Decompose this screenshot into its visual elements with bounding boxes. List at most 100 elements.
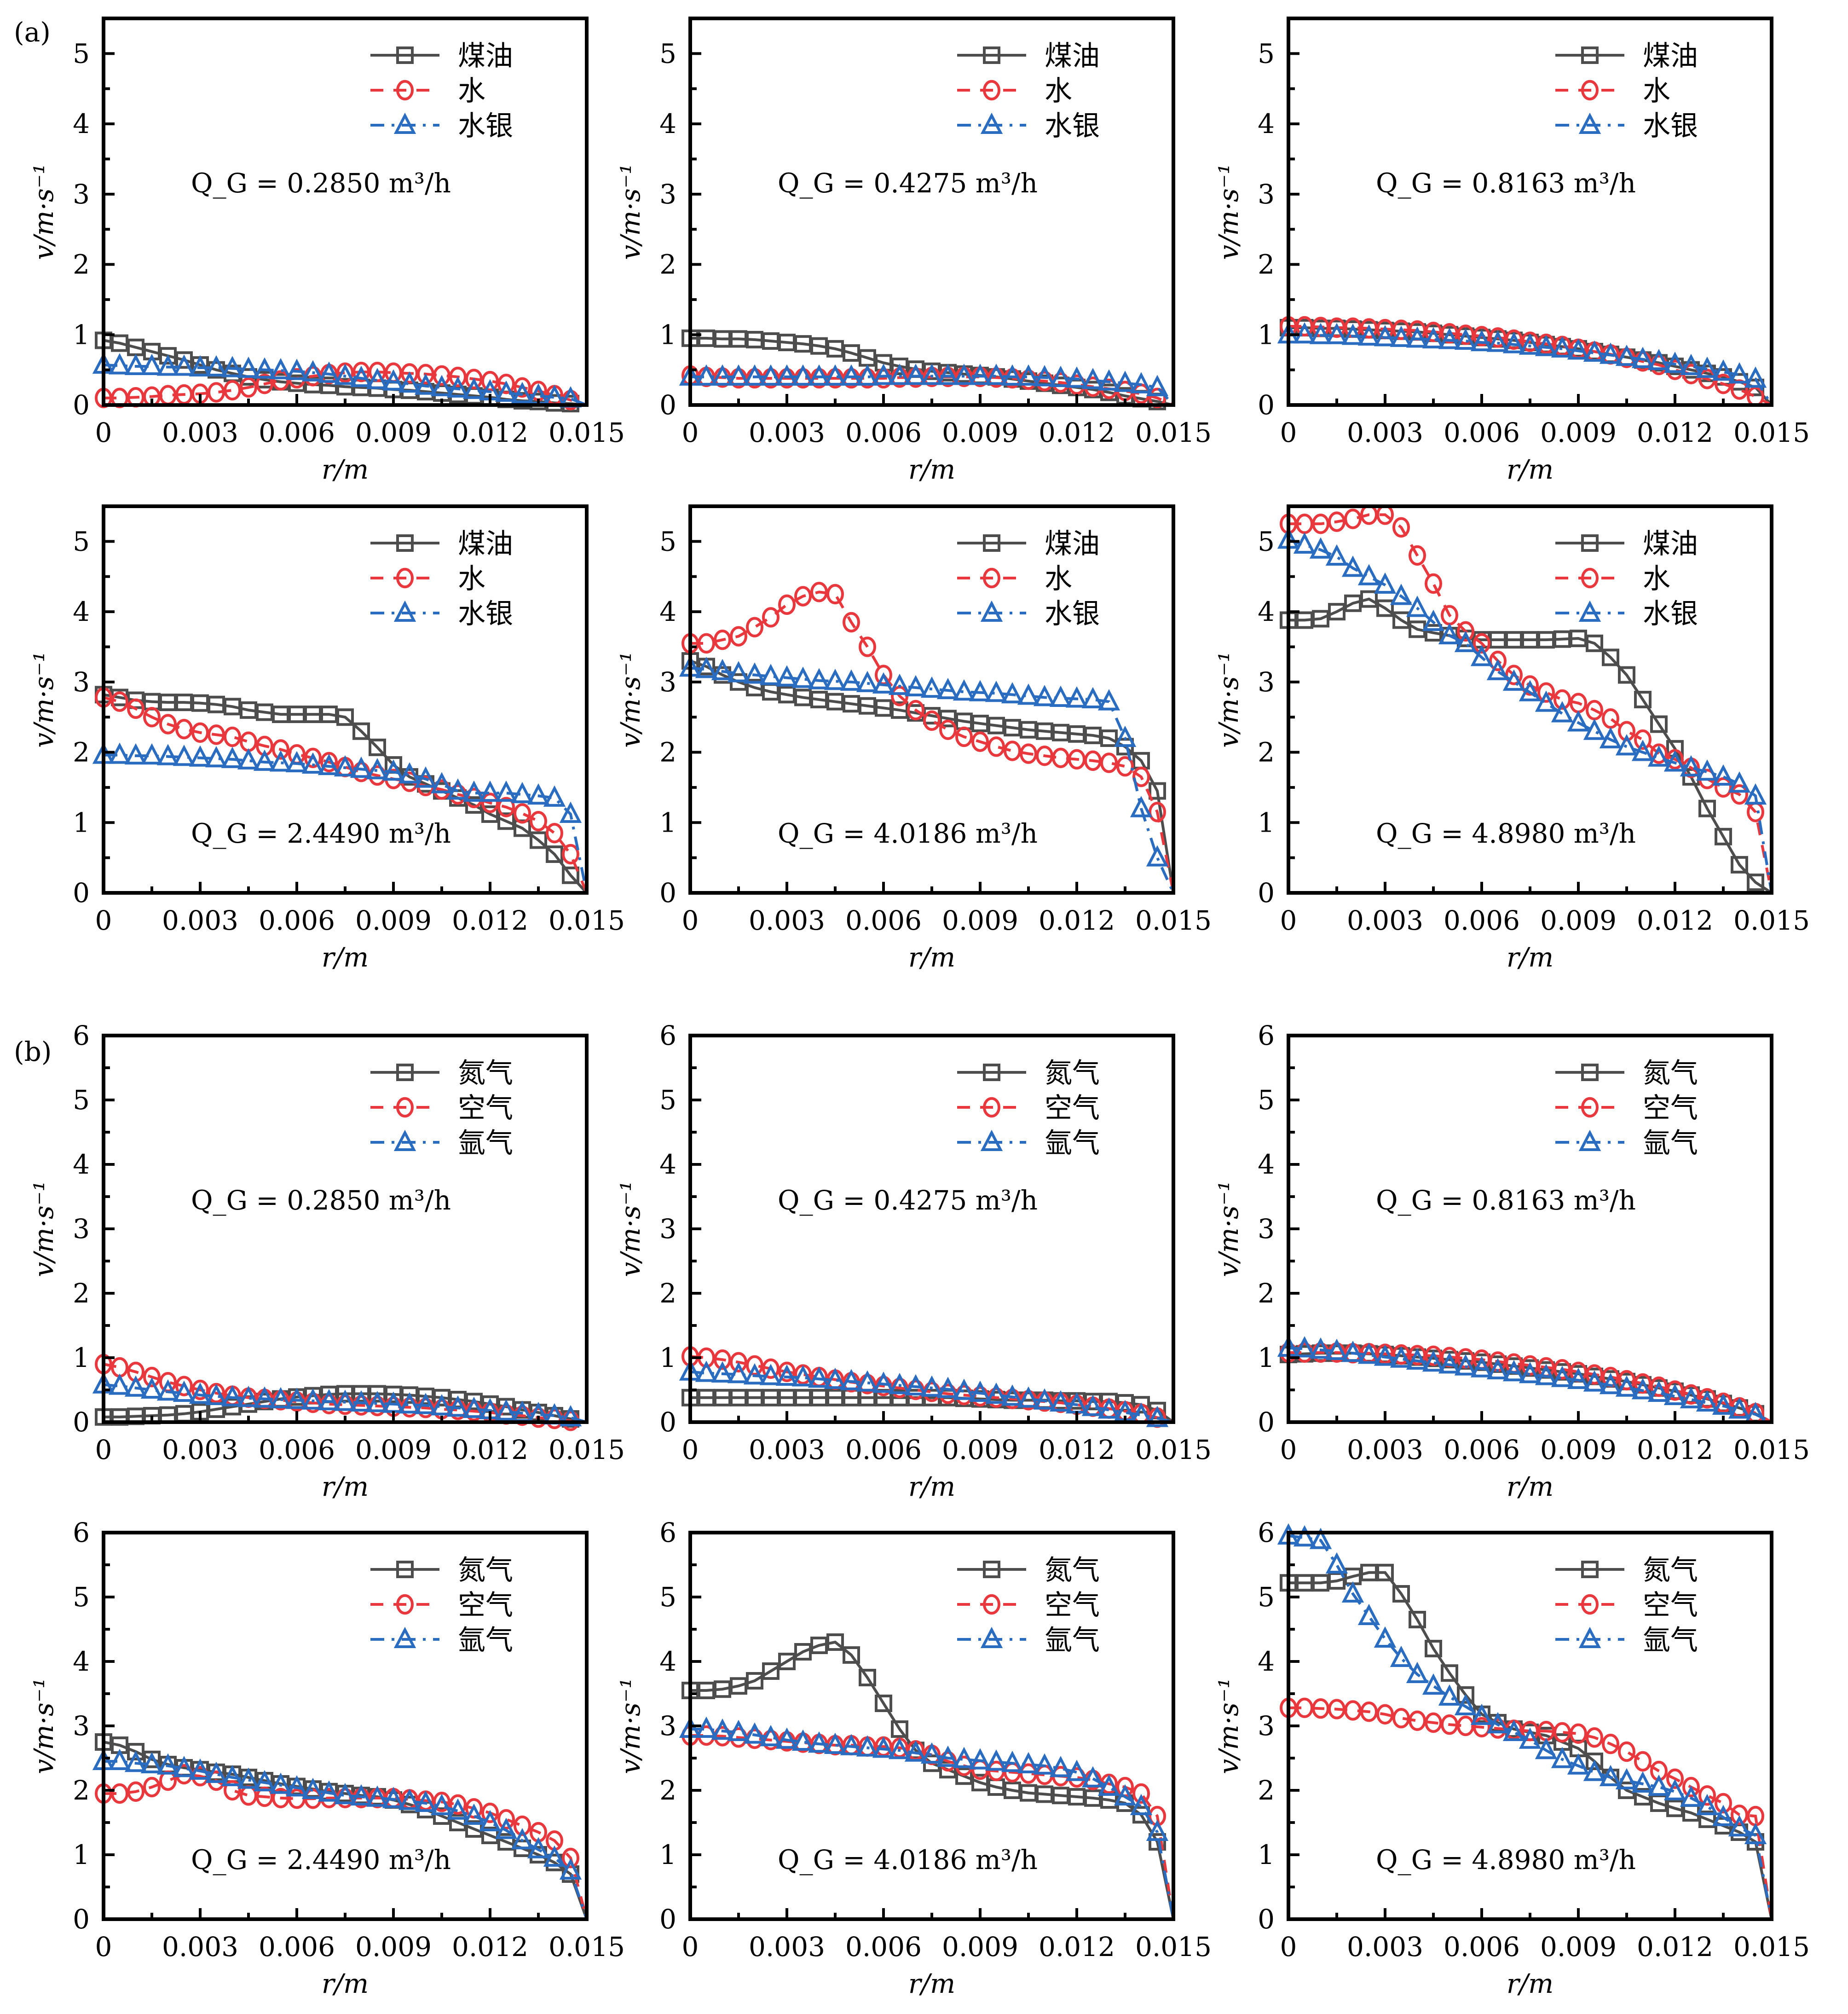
series-line [103, 1383, 587, 1424]
data-point [156, 1753, 179, 1775]
data-point [1502, 1360, 1525, 1382]
legend-marker [396, 46, 414, 64]
data-point [543, 1845, 566, 1867]
data-point [301, 1777, 324, 1799]
legend-label: 水 [1643, 563, 1670, 595]
data-point [1033, 1388, 1056, 1410]
data-point [730, 1352, 747, 1373]
data-point [1081, 1395, 1104, 1416]
data-point [352, 722, 370, 740]
data-point [1001, 1750, 1024, 1772]
data-point [1409, 545, 1426, 566]
data-point [1747, 386, 1764, 407]
data-point [527, 1837, 550, 1858]
data-point [775, 665, 798, 687]
x-tick-label: 0.009 [1540, 905, 1617, 936]
data-point [1374, 325, 1397, 347]
plot-frame [102, 17, 589, 407]
data-point [1602, 708, 1619, 729]
data-point [778, 1653, 796, 1670]
y-tick-label: 3 [73, 1710, 90, 1742]
data-point [272, 739, 289, 760]
x-tick-label: 0.006 [845, 1931, 922, 1962]
data-point [856, 1735, 879, 1757]
data-point [1650, 1376, 1668, 1397]
data-point [205, 746, 228, 768]
x-tick-label: 0.003 [749, 1434, 825, 1465]
data-point [936, 364, 959, 385]
x-axis-label: r/m [1507, 942, 1553, 973]
data-point [175, 718, 193, 740]
data-point [240, 1785, 257, 1806]
y-tick-label: 3 [73, 1213, 90, 1244]
x-tick-label: 0.012 [1637, 905, 1713, 936]
data-point [430, 1794, 453, 1815]
y-tick-label: 3 [659, 179, 676, 210]
data-point [462, 780, 485, 802]
data-point [208, 382, 225, 403]
data-point [495, 1817, 518, 1839]
data-point [971, 731, 989, 752]
data-point [1344, 1700, 1362, 1721]
data-point [1422, 1350, 1445, 1372]
chart-panel: 0 0.003 0.006 0.009 0.012 0.015 0 1 2 3 4 5 6 r/m v/m·… [615, 1517, 1212, 1999]
data-point [369, 738, 386, 756]
data-point [366, 758, 389, 780]
data-point [497, 373, 515, 394]
x-axis-label: r/m [322, 1471, 369, 1502]
data-point [430, 772, 453, 793]
data-point [872, 1736, 895, 1758]
data-point [1325, 1338, 1348, 1360]
data-point [465, 796, 483, 814]
data-point [1731, 1805, 1748, 1825]
data-point [350, 1390, 373, 1412]
data-point [256, 1786, 273, 1807]
data-point [856, 1370, 879, 1392]
data-point [1100, 752, 1118, 773]
data-point [1065, 686, 1088, 708]
x-tick-label: 0.003 [1347, 905, 1423, 936]
data-point [1328, 511, 1346, 532]
x-axis-label: r/m [908, 454, 955, 485]
series-line [690, 660, 1175, 893]
y-tick-label: 4 [1258, 596, 1275, 627]
data-point [124, 353, 147, 375]
data-point [920, 1375, 943, 1397]
data-point [382, 759, 405, 781]
y-tick-label: 5 [73, 38, 90, 69]
data-point [1470, 645, 1493, 666]
legend-label: 氮气 [458, 1057, 513, 1089]
data-point [1583, 1370, 1606, 1392]
y-tick-label: 0 [1258, 1904, 1275, 1935]
data-point [350, 1784, 373, 1806]
data-point [923, 710, 941, 731]
data-point [1438, 1684, 1461, 1706]
data-point [140, 353, 163, 375]
data-point [446, 376, 469, 398]
data-point [1747, 874, 1764, 891]
data-point [1570, 1723, 1587, 1744]
y-tick-label: 2 [659, 249, 676, 280]
data-point [1146, 845, 1169, 867]
x-tick-label: 0.015 [1135, 1434, 1212, 1465]
data-point [743, 364, 766, 386]
data-point [856, 364, 879, 386]
data-point [695, 1360, 718, 1382]
data-point [1081, 687, 1104, 708]
data-point [1634, 1751, 1652, 1772]
data-point [888, 673, 911, 695]
data-point [759, 364, 782, 386]
x-tick-label: 0.015 [549, 417, 625, 448]
data-point [1486, 659, 1509, 680]
legend-label: 空气 [1643, 1092, 1698, 1124]
data-point [775, 364, 798, 386]
data-point [1618, 666, 1635, 684]
y-tick-label: 3 [659, 1213, 676, 1244]
y-tick-label: 5 [659, 1581, 676, 1613]
data-point [1486, 1358, 1509, 1379]
x-tick-label: 0.006 [845, 417, 922, 448]
data-point [497, 1809, 515, 1830]
x-axis-label: r/m [908, 1471, 955, 1502]
legend-marker [1581, 1064, 1599, 1081]
legend-label: 氮气 [1643, 1554, 1698, 1586]
